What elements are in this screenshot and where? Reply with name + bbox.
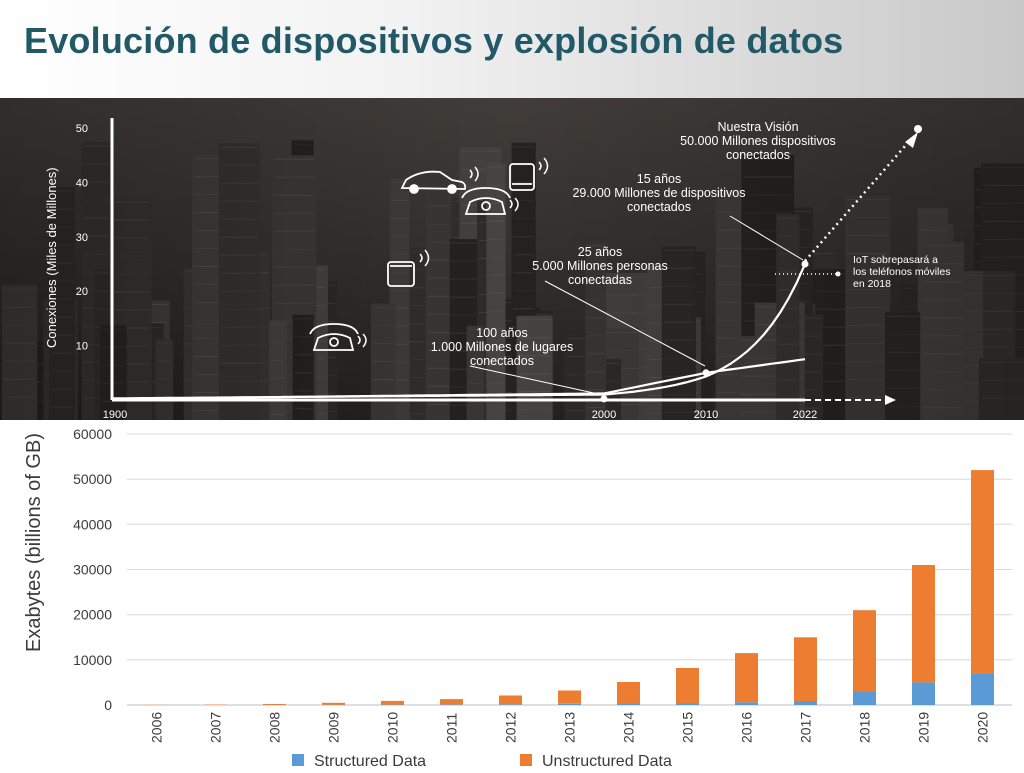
y-tick-label: 30 <box>76 232 88 244</box>
y-tick-label: 50 <box>76 123 88 135</box>
x-tick-label: 2009 <box>326 712 342 743</box>
x-tick-label: 2013 <box>562 712 578 743</box>
y-tick-label: 30000 <box>73 562 112 578</box>
bar-unstructured <box>499 696 522 705</box>
data-growth-chart: Exabytes (billions of GB) 2006 2007 2008 20… <box>0 420 1024 768</box>
bar-unstructured <box>440 699 463 704</box>
bar-unstructured <box>853 610 876 691</box>
page-title: Evolución de dispositivos y explosión de… <box>24 20 843 62</box>
x-tick-label: 2008 <box>267 712 283 743</box>
bar-unstructured <box>676 668 699 703</box>
y-tick-label: 40000 <box>73 516 112 532</box>
annotation-100-years-line-2: 1.000 Millones de lugares <box>431 340 573 354</box>
annotation-25-years-line-3: conectadas <box>568 273 632 287</box>
bar-structured <box>912 682 935 705</box>
annotation-vision-line-2: 50.000 Millones dispositivos <box>680 134 836 148</box>
bar-structured <box>617 703 640 705</box>
x-tick-label: 2015 <box>680 712 696 743</box>
y-tick-label: 20000 <box>73 607 112 623</box>
legend-swatch <box>520 754 532 766</box>
bar-unstructured <box>558 691 581 704</box>
y-tick-label: 50000 <box>73 471 112 487</box>
legend-swatch <box>292 754 304 766</box>
annotation-25-years-line-1: 25 años <box>578 245 622 259</box>
bar-structured <box>794 701 817 705</box>
data-point <box>802 261 809 268</box>
legend-label: Unstructured Data <box>542 753 672 768</box>
bar-unstructured <box>263 704 286 705</box>
y-tick-label: 0 <box>104 697 112 713</box>
y-axis-label: Exabytes (billions of GB) <box>23 433 45 652</box>
bar-structured <box>676 703 699 705</box>
data-point <box>601 395 608 402</box>
vision-point <box>914 125 922 133</box>
annotation-15-years-line-2: 29.000 Millones de dispositivos <box>572 186 745 200</box>
x-tick-label: 2018 <box>857 712 873 743</box>
annotation-100-years-line-3: conectados <box>470 354 534 368</box>
x-tick-label: 2016 <box>739 712 755 743</box>
bar-unstructured <box>381 701 404 705</box>
bar-unstructured <box>322 703 345 705</box>
bar-structured <box>440 705 463 706</box>
y-tick-label: 40 <box>76 177 88 189</box>
x-tick-label: 2010 <box>694 409 718 420</box>
bar-structured <box>853 691 876 705</box>
x-tick-label: 2022 <box>793 409 817 420</box>
x-tick-label: 1900 <box>103 409 127 420</box>
x-tick-label: 2010 <box>385 712 401 743</box>
y-axis-label: Conexiones (Miles de Millones) <box>44 167 59 348</box>
bar-unstructured <box>617 682 640 704</box>
bar-structured <box>735 702 758 705</box>
bar-unstructured <box>971 470 994 673</box>
y-tick-label: 10 <box>76 341 88 353</box>
x-tick-label: 2014 <box>621 712 637 743</box>
legend-label: Structured Data <box>314 753 426 768</box>
bar-unstructured <box>735 653 758 702</box>
annotation-vision-line-3: conectados <box>726 148 790 162</box>
annotation-iot-line-1: IoT sobrepasará a <box>853 254 938 266</box>
y-tick-label: 20 <box>76 286 88 298</box>
annotation-15-years-line-3: conectados <box>627 200 691 214</box>
x-tick-label: 2017 <box>798 712 814 743</box>
annotation-iot-line-2: los teléfonos móviles <box>853 266 950 278</box>
annotation-vision-line-1: Nuestra Visión <box>717 120 798 134</box>
x-tick-label: 2007 <box>208 712 224 743</box>
x-tick-label: 2011 <box>444 713 460 743</box>
annotation-15-years-line-1: 15 años <box>637 172 681 186</box>
x-tick-label: 2000 <box>592 409 616 420</box>
x-tick-label: 2012 <box>503 712 519 743</box>
y-tick-label: 10000 <box>73 652 112 668</box>
y-tick-label: 60000 <box>73 426 112 442</box>
bar-structured <box>558 704 581 705</box>
bar-structured <box>499 704 522 705</box>
bar-unstructured <box>794 637 817 701</box>
x-tick-label: 2019 <box>916 712 932 743</box>
data-point <box>703 369 710 376</box>
bar-unstructured <box>912 565 935 682</box>
iot-callout-point <box>836 272 841 277</box>
annotation-iot-line-3: en 2018 <box>853 278 891 290</box>
annotation-25-years-line-2: 5.000 Millones personas <box>532 259 668 273</box>
x-tick-label: 2020 <box>975 712 991 743</box>
annotation-100-years-line-1: 100 años <box>476 326 527 340</box>
bar-structured <box>971 673 994 705</box>
x-tick-label: 2006 <box>149 712 165 743</box>
